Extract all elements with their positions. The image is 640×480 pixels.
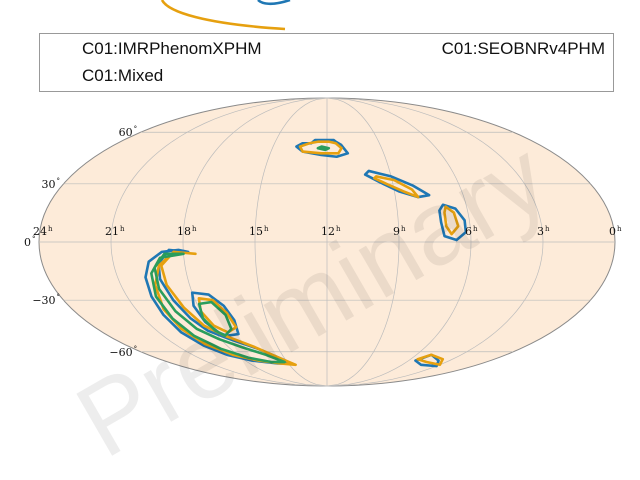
- dec-tick-label: 60 °: [119, 125, 138, 139]
- fragment-imrphenomxphm: [257, 0, 291, 6]
- ra-tick-label: 21 h: [105, 225, 125, 238]
- meridian-line: [254, 97, 328, 387]
- ra-tick-unit: h: [401, 225, 406, 233]
- contour-c01-seobnrv4phm: [197, 297, 238, 334]
- dec-tick-unit: °: [134, 125, 138, 133]
- legend-entry-imrphenomxphm: C01:IMRPhenomXPHM: [82, 39, 262, 58]
- ra-tick-unit: h: [473, 225, 478, 233]
- ra-tick-value: 0: [609, 225, 616, 238]
- tick-labels: 24 h 21 h 18 h 15 h 12 h 9 h 6 h 3 h 0 h60 °30 °0 °−30 °−60 °: [24, 125, 622, 359]
- ra-tick-unit: h: [264, 225, 269, 233]
- dec-tick-value: 30: [42, 178, 56, 191]
- dec-tick-label: 0 °: [24, 235, 36, 249]
- contour-c01-mixed: [197, 300, 233, 338]
- contour-c01-imrphenomxphm: [438, 203, 468, 242]
- ra-tick-unit: h: [336, 225, 341, 233]
- dec-tick-value: 60: [119, 126, 133, 139]
- ra-tick-unit: h: [192, 225, 197, 233]
- ra-tick-label: 24 h: [33, 225, 53, 238]
- ra-tick-value: 6: [465, 225, 472, 238]
- contour-c01-seobnrv4phm: [298, 140, 343, 155]
- clipped-contour-fragment: [160, 0, 291, 31]
- ra-tick-label: 12 h: [321, 225, 341, 238]
- ra-tick-unit: h: [617, 225, 622, 233]
- contour-c01-mixed: [150, 252, 286, 364]
- legend: C01:IMRPhenomXPHM C01:SEOBNRv4PHM C01:Mi…: [39, 33, 614, 92]
- dec-tick-unit: °: [57, 177, 61, 185]
- dec-tick-value: 0: [24, 236, 31, 249]
- dec-tick-unit: °: [32, 235, 36, 243]
- dec-tick-value: −30: [32, 294, 55, 307]
- dec-tick-label: −60 °: [109, 345, 137, 359]
- legend-entry-seobnrv4phm: C01:SEOBNRv4PHM: [441, 39, 605, 58]
- meridian-line: [326, 97, 544, 387]
- ra-tick-value: 3: [537, 225, 544, 238]
- ra-tick-unit: h: [120, 225, 125, 233]
- credible-region-contours: [144, 138, 468, 368]
- meridian-line: [326, 97, 400, 387]
- meridian-line: [110, 97, 328, 387]
- dec-tick-unit: °: [57, 293, 61, 301]
- ra-tick-value: 12: [321, 225, 335, 238]
- ra-tick-label: 18 h: [177, 225, 197, 238]
- ra-tick-value: 24: [33, 225, 47, 238]
- dec-tick-unit: °: [134, 345, 138, 353]
- legend-entry-mixed: C01:Mixed: [82, 66, 164, 85]
- dec-tick-label: 30 °: [42, 177, 60, 191]
- contour-c01-mixed: [316, 145, 331, 152]
- ra-tick-value: 21: [105, 225, 119, 238]
- contour-c01-seobnrv4phm: [373, 175, 420, 199]
- meridian-line: [326, 97, 472, 387]
- fragment-seobnrv4phm: [160, 0, 286, 31]
- dec-tick-label: −30 °: [32, 293, 60, 307]
- ra-tick-value: 9: [393, 225, 400, 238]
- contour-c01-seobnrv4phm: [416, 353, 445, 367]
- contour-c01-imrphenomxphm: [295, 138, 350, 159]
- ra-tick-value: 15: [249, 225, 263, 238]
- dec-tick-value: −60: [109, 346, 132, 359]
- ra-tick-unit: h: [545, 225, 550, 233]
- ra-tick-value: 18: [177, 225, 191, 238]
- ra-tick-label: 15 h: [249, 225, 269, 238]
- ra-tick-unit: h: [48, 225, 53, 233]
- contour-c01-seobnrv4phm: [153, 250, 297, 367]
- contour-c01-seobnrv4phm: [443, 205, 460, 236]
